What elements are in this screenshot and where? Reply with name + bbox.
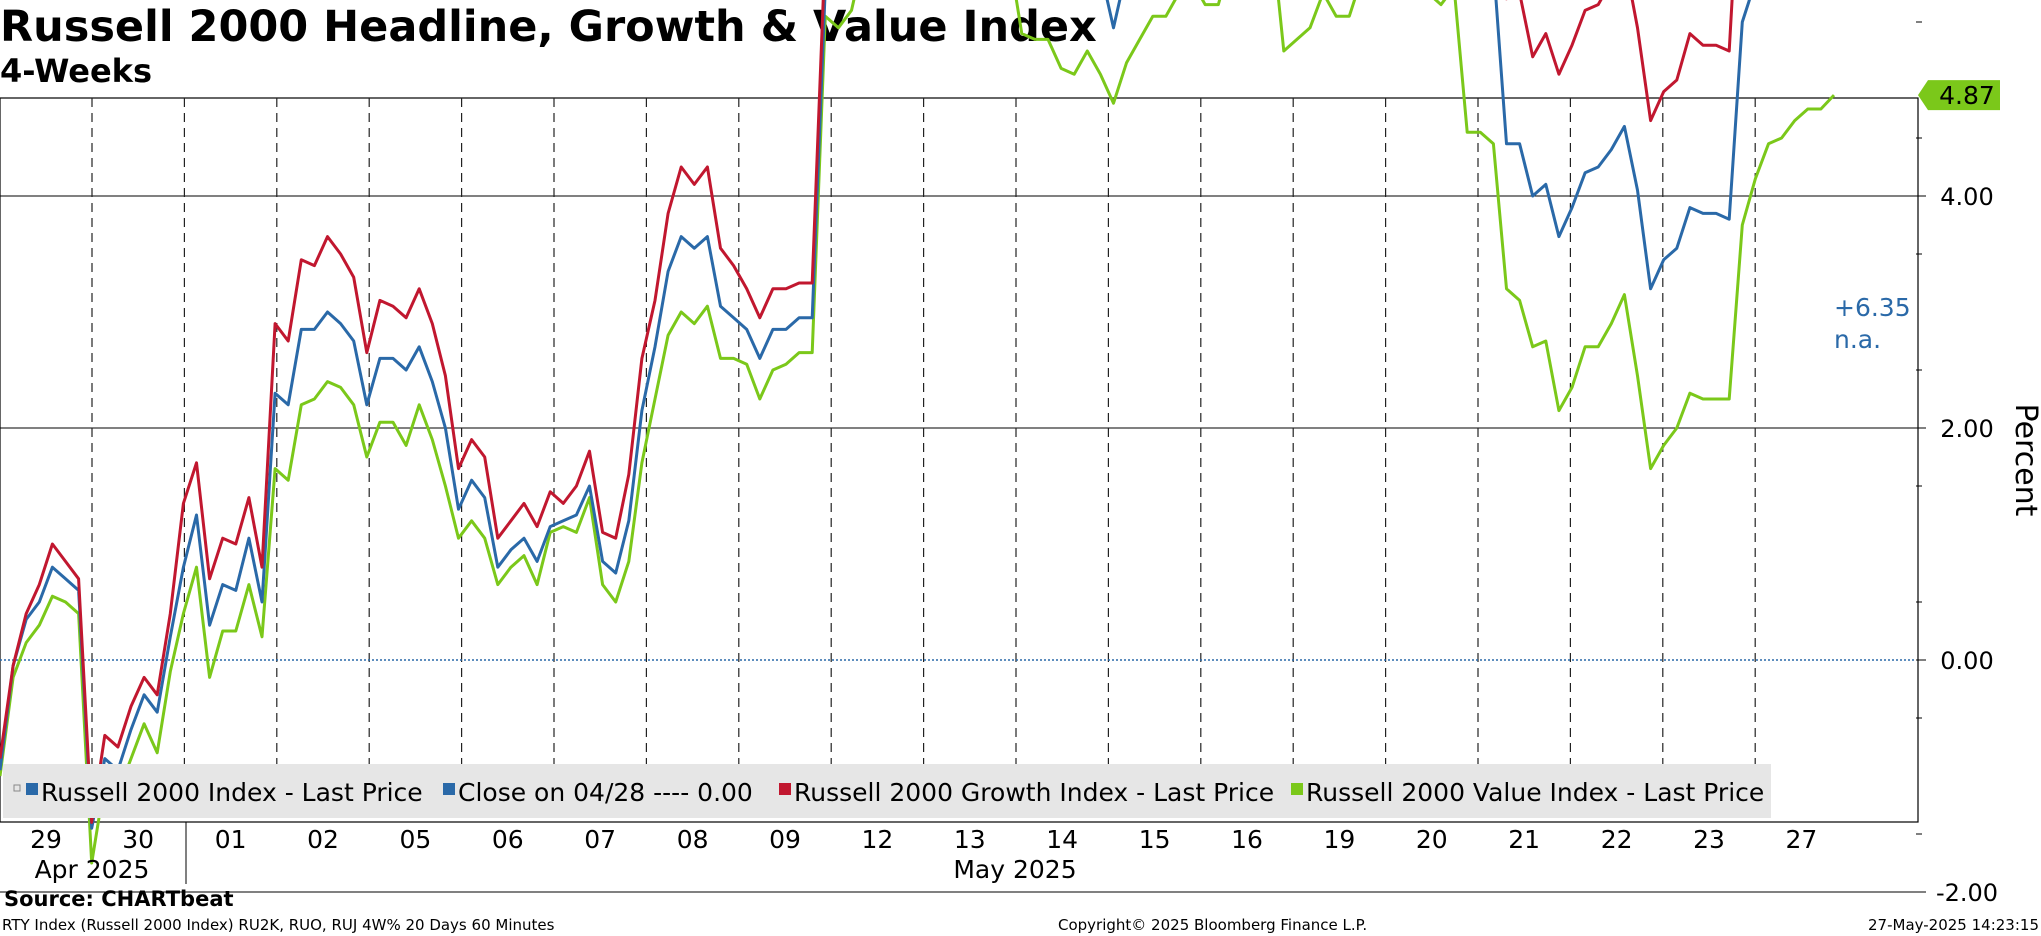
- legend-swatch: [1291, 783, 1303, 795]
- x-day-label: 06: [492, 825, 524, 854]
- x-day-label: 23: [1693, 825, 1725, 854]
- series-line: [0, 0, 1751, 830]
- last-value-label: 4.87: [1939, 81, 1995, 110]
- x-day-label: 30: [122, 825, 154, 854]
- footer-ticker-info: RTY Index (Russell 2000 Index) RU2K, RUO…: [2, 916, 555, 934]
- legend: [3, 764, 1771, 818]
- y-tick-label: -2.00: [1936, 879, 1998, 907]
- x-day-label: 13: [954, 825, 986, 854]
- x-day-label: 21: [1508, 825, 1540, 854]
- x-day-label: 22: [1601, 825, 1633, 854]
- legend-marker-icon: [13, 784, 21, 792]
- x-day-label: 27: [1785, 825, 1817, 854]
- x-day-label: 05: [399, 825, 431, 854]
- annotation-change: +6.35: [1834, 293, 1911, 322]
- chart-title: Russell 2000 Headline, Growth & Value In…: [0, 2, 1097, 52]
- legend-swatch: [26, 783, 38, 795]
- legend-label: Russell 2000 Value Index - Last Price: [1306, 778, 1764, 807]
- plot-frame: [0, 97, 1919, 823]
- legend-label: Russell 2000 Index - Last Price: [41, 778, 423, 807]
- legend-swatch: [443, 783, 455, 795]
- y-tick-label: 4.00: [1940, 183, 1993, 211]
- y-tick-label: 0.00: [1940, 647, 1993, 675]
- x-day-label: 20: [1416, 825, 1448, 854]
- x-day-label: 12: [861, 825, 893, 854]
- x-month-label: Apr 2025: [35, 855, 150, 884]
- footer-copyright: Copyright© 2025 Bloomberg Finance L.P.: [1058, 916, 1368, 934]
- legend-background: [3, 764, 1771, 818]
- legend-label: Close on 04/28 ---- 0.00: [458, 778, 753, 807]
- footer-timestamp: 27-May-2025 14:23:15: [1868, 916, 2039, 934]
- x-day-label: 09: [769, 825, 801, 854]
- last-value-tag: [1918, 80, 2000, 111]
- x-day-label: 14: [1046, 825, 1078, 854]
- legend-label: Russell 2000 Growth Index - Last Price: [794, 778, 1274, 807]
- y-tick-label: 2.00: [1940, 415, 1993, 443]
- x-day-label: 01: [215, 825, 247, 854]
- annotation-na: n.a.: [1834, 325, 1881, 354]
- legend-swatch: [779, 783, 791, 795]
- x-day-label: 08: [677, 825, 709, 854]
- chart-subtitle: 4-Weeks: [0, 52, 152, 90]
- x-day-label: 07: [584, 825, 616, 854]
- x-day-label: 19: [1323, 825, 1355, 854]
- series-line: [0, 0, 1836, 865]
- x-day-label: 16: [1231, 825, 1263, 854]
- x-month-label: May 2025: [953, 855, 1076, 884]
- y-axis-label: Percent: [2008, 404, 2041, 517]
- series-line: [0, 0, 1734, 824]
- x-day-label: 29: [30, 825, 62, 854]
- source-label: Source: CHARTbeat: [4, 887, 234, 911]
- x-day-label: 15: [1139, 825, 1171, 854]
- x-day-label: 02: [307, 825, 339, 854]
